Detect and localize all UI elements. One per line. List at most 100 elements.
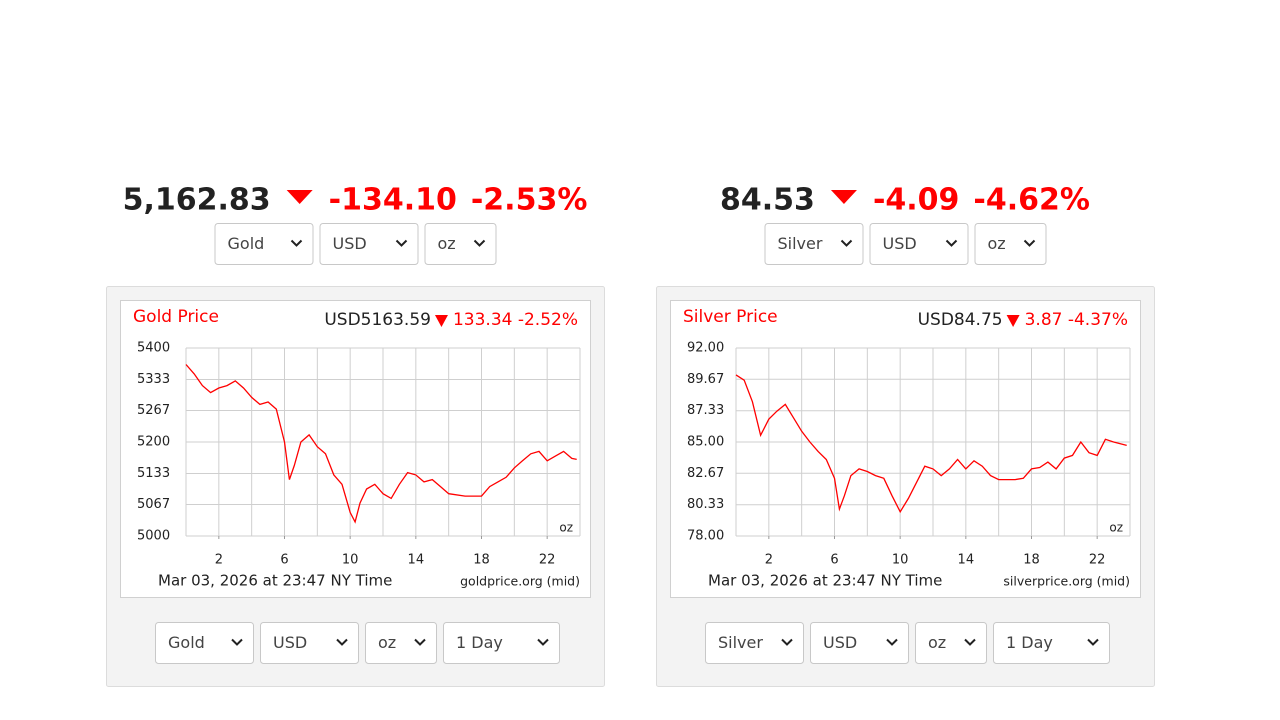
dropdown-value: 1 Day xyxy=(456,633,503,652)
dropdown-box xyxy=(424,223,497,265)
chart-title: Silver Price xyxy=(683,307,778,327)
dropdown-box xyxy=(260,622,359,664)
x-tick-label: 2 xyxy=(765,553,773,568)
dropdown-value: 1 Day xyxy=(1006,633,1053,652)
price: 5,162.83 xyxy=(123,183,271,218)
dropdown-value: oz xyxy=(928,633,946,652)
dropdown-chevron xyxy=(1087,638,1099,646)
price: 84.53 xyxy=(720,183,815,218)
x-tick-label: 10 xyxy=(342,553,359,568)
y-tick-label: 92.00 xyxy=(687,341,724,356)
dropdown-value: oz xyxy=(988,234,1006,253)
headline: 5,162.83 -134.10 -2.53% xyxy=(123,183,588,218)
dropdown[interactable]: Silver xyxy=(705,622,804,664)
price-line xyxy=(735,374,1127,514)
dropdown-chevron xyxy=(886,638,898,646)
dropdown[interactable]: Gold xyxy=(214,223,314,265)
dropdown[interactable]: oz xyxy=(424,223,497,265)
down-triangle xyxy=(830,190,857,204)
dropdown[interactable]: Gold xyxy=(155,622,254,664)
dropdown-box xyxy=(869,223,969,265)
dropdown-box xyxy=(764,223,864,265)
dropdown-box xyxy=(915,622,987,664)
dropdown-value: oz xyxy=(438,234,456,253)
dropdown[interactable]: 1 Day xyxy=(993,622,1110,664)
dropdown-value: Gold xyxy=(168,633,205,652)
y-tick-label: 5200 xyxy=(137,435,170,450)
dropdown-value: USD xyxy=(883,234,917,253)
dropdown-chevron xyxy=(840,239,853,247)
dropdown-box xyxy=(214,223,314,265)
footer-time: Mar 03, 2026 at 23:47 NY Time xyxy=(158,572,392,590)
quote-change: 3.87 -4.37% xyxy=(1025,310,1128,330)
dropdown-chevron xyxy=(473,239,486,247)
down-triangle xyxy=(434,315,448,327)
source: goldprice.org (mid) xyxy=(460,574,580,589)
dropdown-box xyxy=(810,622,909,664)
dropdown[interactable]: USD xyxy=(810,622,909,664)
dropdown-value: Gold xyxy=(228,234,265,253)
x-tick-label: 2 xyxy=(215,553,223,568)
quote-change: 133.34 -2.52% xyxy=(453,310,578,330)
dropdown-box xyxy=(974,223,1047,265)
y-tick-label: 5400 xyxy=(137,341,170,356)
dropdown[interactable]: 1 Day xyxy=(443,622,560,664)
dropdown[interactable]: USD xyxy=(319,223,419,265)
dropdown[interactable]: oz xyxy=(365,622,437,664)
dropdown[interactable]: oz xyxy=(915,622,987,664)
y-tick-label: 80.33 xyxy=(687,497,724,512)
y-tick-label: 82.67 xyxy=(687,466,724,481)
change: -134.10 xyxy=(329,183,457,218)
y-tick-label: 5067 xyxy=(137,497,170,512)
dropdown-chevron xyxy=(945,239,958,247)
x-tick-label: 18 xyxy=(473,553,490,568)
change-pct: -2.53% xyxy=(471,183,588,218)
price-line xyxy=(185,364,577,524)
chart: Silver Price 3.87 -4.37% USD84.75 92.00 89.6… xyxy=(683,307,1131,590)
dropdown-value: USD xyxy=(333,234,367,253)
dropdown[interactable]: USD xyxy=(869,223,969,265)
dropdown-value: USD xyxy=(273,633,307,652)
x-tick-label: 10 xyxy=(892,553,909,568)
quote: USD84.75 xyxy=(918,310,1003,330)
x-tick-label: 14 xyxy=(408,553,425,568)
x-tick-label: 22 xyxy=(1089,553,1106,568)
dropdown-box xyxy=(319,223,419,265)
dropdown-chevron xyxy=(414,638,426,646)
chart-box xyxy=(120,300,591,598)
dropdown[interactable]: oz xyxy=(974,223,1047,265)
y-tick-label: 87.33 xyxy=(687,403,724,418)
y-tick-label: 85.00 xyxy=(687,435,724,450)
dropdown[interactable]: USD xyxy=(260,622,359,664)
unit-label: oz xyxy=(1109,521,1123,535)
unit-label: oz xyxy=(559,521,573,535)
change-pct: -4.62% xyxy=(973,183,1090,218)
x-tick-label: 6 xyxy=(280,553,288,568)
x-tick-label: 14 xyxy=(958,553,975,568)
dropdown-box xyxy=(705,622,804,664)
dropdown-box xyxy=(155,622,254,664)
y-tick-label: 5333 xyxy=(137,372,170,387)
x-tick-label: 6 xyxy=(830,553,838,568)
y-tick-label: 89.67 xyxy=(687,372,724,387)
down-triangle xyxy=(1006,315,1020,327)
y-tick-label: 5000 xyxy=(137,529,170,544)
dropdown-chevron xyxy=(231,638,243,646)
dropdown-value: Silver xyxy=(778,234,823,253)
x-tick-label: 18 xyxy=(1023,553,1040,568)
dropdown-chevron xyxy=(964,638,976,646)
dropdown-chevron xyxy=(781,638,793,646)
source: silverprice.org (mid) xyxy=(1003,574,1130,589)
dropdown[interactable]: Silver xyxy=(764,223,864,265)
dropdown-chevron xyxy=(537,638,549,646)
change: -4.09 xyxy=(873,183,959,218)
down-triangle xyxy=(286,190,313,204)
dropdown-box xyxy=(365,622,437,664)
dropdown-box xyxy=(993,622,1110,664)
x-tick-label: 22 xyxy=(539,553,556,568)
y-tick-label: 5267 xyxy=(137,403,170,418)
chart: Gold Price 133.34 -2.52% USD5163.59 5400 533… xyxy=(133,307,581,590)
quote: USD5163.59 xyxy=(324,310,431,330)
chart-title: Gold Price xyxy=(133,307,219,327)
